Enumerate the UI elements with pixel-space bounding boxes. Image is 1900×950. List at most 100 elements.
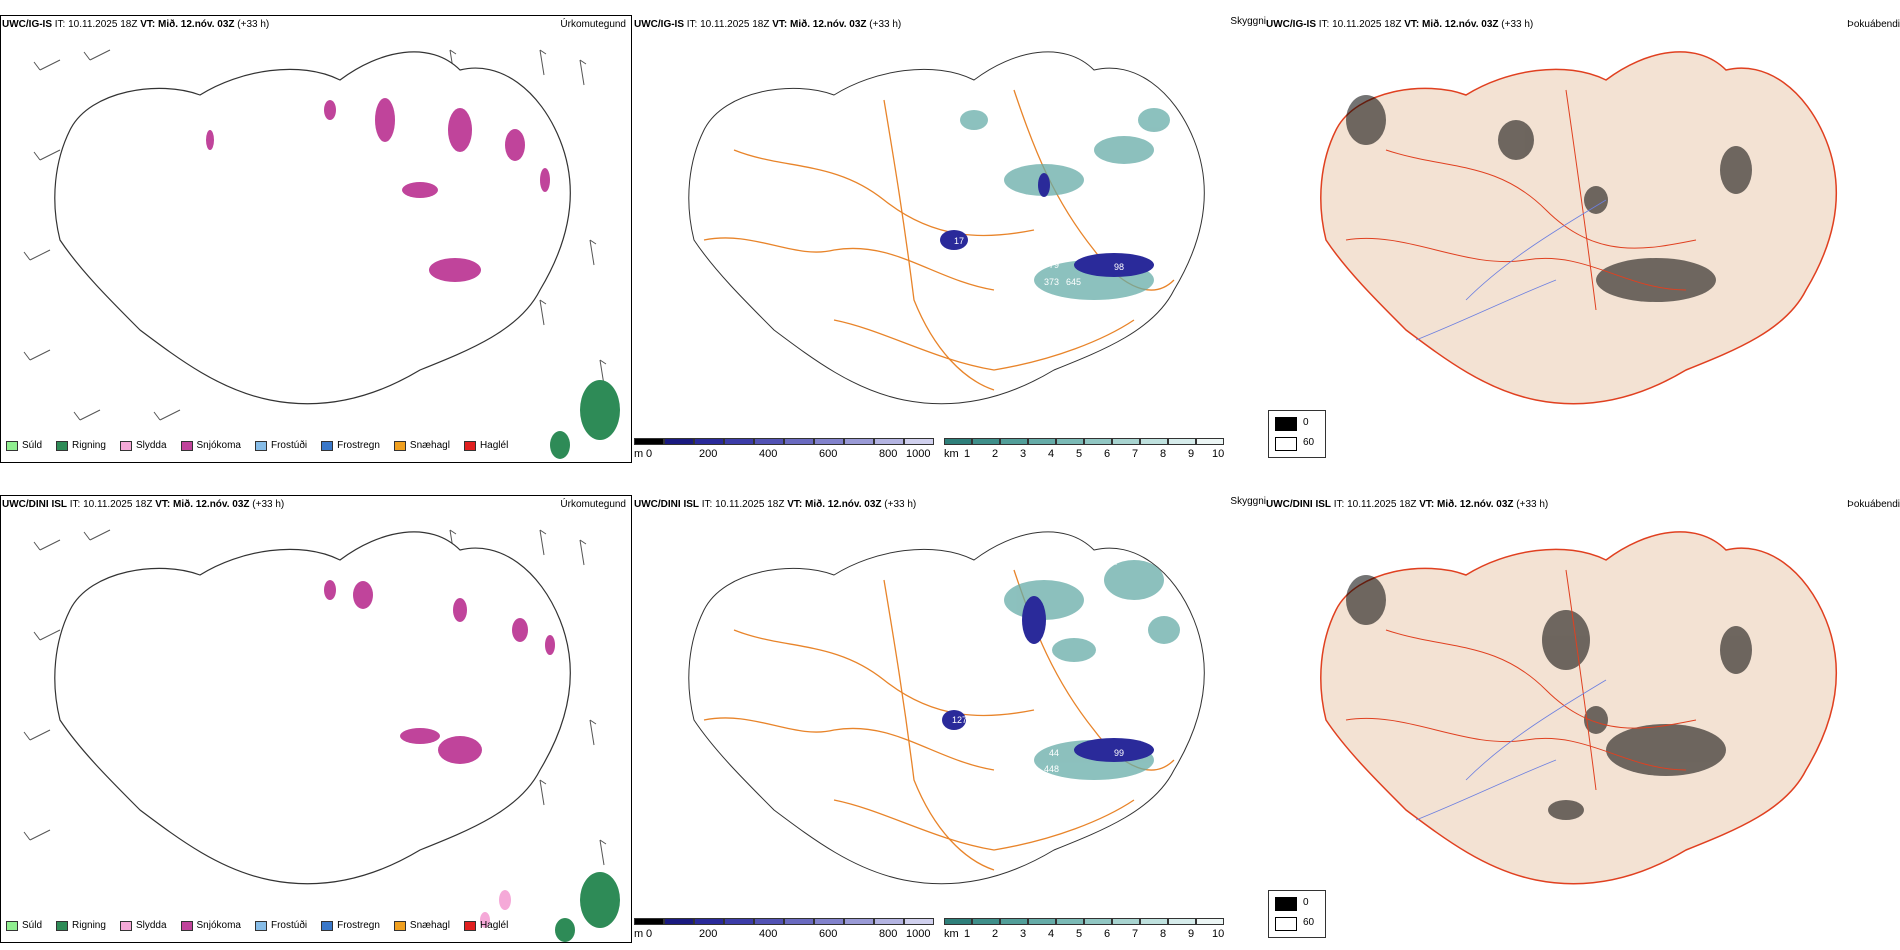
colorbar-unit: km — [944, 448, 959, 460]
panel-header: UWC/DINI ISL IT: 10.11.2025 18Z VT: Mið.… — [634, 498, 916, 514]
legend-item: Slydda — [119, 440, 167, 451]
fog-title: Þokuábendi — [1847, 499, 1900, 510]
it-value: 10.11.2025 18Z — [1347, 499, 1417, 510]
colorbar-tick: 3 — [1020, 448, 1027, 460]
colorbar-tick: 600 — [819, 448, 838, 460]
colorbar-tick: 4 — [1048, 928, 1055, 940]
legend-item: Frostregn — [321, 920, 380, 931]
lead-time: (+33 h) — [884, 499, 917, 510]
iceland-outline — [688, 531, 1205, 885]
colorbar-tick: 5 — [1076, 928, 1083, 940]
precip-title: Úrkomutegund — [560, 499, 626, 510]
model-name: UWC/DINI ISL — [2, 499, 67, 510]
colorbar-tick: 2 — [992, 448, 999, 460]
it-value: 10.11.2025 18Z — [83, 499, 153, 510]
colorbar-tick: 4 — [1048, 448, 1055, 460]
fog-title: Þokuábendi — [1847, 19, 1900, 30]
precip-legend: Súld Rigning Slydda Snjókoma Frostúði Fr… — [6, 920, 516, 931]
it-value: 10.11.2025 18Z — [1332, 19, 1402, 30]
colorbar-tick: 400 — [759, 448, 778, 460]
it-value: 10.11.2025 18Z — [68, 19, 138, 30]
it-value: 10.11.2025 18Z — [715, 499, 785, 510]
legend-item: Frostúði — [254, 920, 307, 931]
it-label: IT: — [701, 499, 713, 510]
vis-label: 448 — [1044, 764, 1059, 774]
colorbar-tick: 800 — [879, 448, 898, 460]
it-label: IT: — [54, 19, 66, 30]
colorbar-unit: m — [634, 928, 644, 940]
vis-label: 196 — [1034, 682, 1049, 692]
vis-label: 44 — [1049, 748, 1059, 758]
legend-item: Súld — [6, 920, 42, 931]
iceland-outline — [54, 531, 571, 885]
fog-shading — [1346, 575, 1752, 820]
vt-value: Mið. 12.nóv. 03Z — [1437, 499, 1514, 510]
model-name: UWC/IG-IS — [1266, 19, 1316, 30]
legend-item: Súld — [6, 440, 42, 451]
colorbar-tick: 10 — [1212, 928, 1225, 940]
red-roads — [1345, 569, 1697, 791]
colorbar-km: km 1 2 3 4 5 6 7 8 9 10 — [944, 438, 1244, 462]
row-1: UWC/IG-IS IT: 10.11.2025 18Z VT: Mið. 12… — [0, 0, 1900, 470]
legend-item: Snjókoma — [180, 440, 241, 451]
colorbar-tick: 1 — [964, 928, 971, 940]
model-name: UWC/DINI ISL — [634, 499, 699, 510]
colorbar-tick: 1 — [964, 448, 971, 460]
colorbar-tick: 0 — [646, 928, 653, 940]
colorbar-tick: 6 — [1104, 928, 1111, 940]
red-roads — [1345, 89, 1697, 311]
fog-map — [1320, 51, 1838, 405]
fog-high: 0 — [1303, 417, 1309, 428]
colorbar-tick: 0 — [646, 448, 653, 460]
wind-barbs — [23, 49, 607, 421]
iceland-land — [1320, 51, 1838, 405]
colorbar-tick: 200 — [699, 928, 718, 940]
colorbar-tick: 7 — [1132, 928, 1139, 940]
colorbar-tick: 8 — [1160, 448, 1167, 460]
legend-item: Rigning — [56, 440, 106, 451]
visibility-map: 17 79 373 645 98 — [688, 51, 1205, 405]
fog-legend-box: 0 60 — [1268, 890, 1326, 938]
model-name: UWC/IG-IS — [2, 19, 52, 30]
vt-value: Mið. 12.nóv. 03Z — [1422, 19, 1499, 30]
legend-item: Snjókoma — [180, 920, 241, 931]
roads — [703, 89, 1175, 391]
legend-item: Snæhagl — [393, 920, 450, 931]
lead-time: (+33 h) — [252, 499, 285, 510]
legend-item: Slydda — [119, 920, 167, 931]
visibility-title: Skyggni — [1230, 16, 1266, 27]
iceland-outline — [688, 51, 1205, 405]
colorbar-tick: 200 — [699, 448, 718, 460]
lead-time: (+33 h) — [869, 19, 902, 30]
vt-label: VT: — [1404, 19, 1420, 30]
colorbar-tick: 9 — [1188, 928, 1195, 940]
sleet-areas — [480, 890, 511, 928]
legend-item: Haglél — [463, 920, 508, 931]
legend-item: Frostregn — [321, 440, 380, 451]
fog-panel-2: UWC/DINI ISL IT: 10.11.2025 18Z VT: Mið.… — [1266, 480, 1900, 945]
colorbar-tick: 7 — [1132, 448, 1139, 460]
it-label: IT: — [69, 499, 81, 510]
colorbar-tick: 9 — [1188, 448, 1195, 460]
colorbar-tick: 5 — [1076, 448, 1083, 460]
legend-item: Rigning — [56, 920, 106, 931]
vis-label: 99 — [1114, 748, 1124, 758]
model-name: UWC/DINI ISL — [1266, 499, 1331, 510]
iceland-land — [1320, 531, 1838, 885]
vt-value: Mið. 12.nóv. 03Z — [805, 499, 882, 510]
colorbar-m: m 0 200 400 600 800 1000 — [634, 918, 939, 942]
vt-label: VT: — [772, 19, 788, 30]
panel-header: UWC/IG-IS IT: 10.11.2025 18Z VT: Mið. 12… — [634, 18, 901, 34]
colorbar-tick: 600 — [819, 928, 838, 940]
colorbar-tick: 400 — [759, 928, 778, 940]
colorbar-m: m 0 200 400 600 800 1000 — [634, 438, 939, 462]
fog-map — [1320, 531, 1838, 885]
lead-time: (+33 h) — [237, 19, 270, 30]
precip-map — [23, 529, 620, 942]
colorbar-km: km 1 2 3 4 5 6 7 8 9 10 — [944, 918, 1244, 942]
vis-label: 17 — [954, 236, 964, 246]
precip-panel-1: UWC/IG-IS IT: 10.11.2025 18Z VT: Mið. 12… — [0, 0, 632, 465]
vt-value: Mið. 12.nóv. 03Z — [173, 499, 250, 510]
vt-value: Mið. 12.nóv. 03Z — [158, 19, 235, 30]
panel-header: UWC/IG-IS IT: 10.11.2025 18Z VT: Mið. 12… — [1266, 18, 1533, 34]
